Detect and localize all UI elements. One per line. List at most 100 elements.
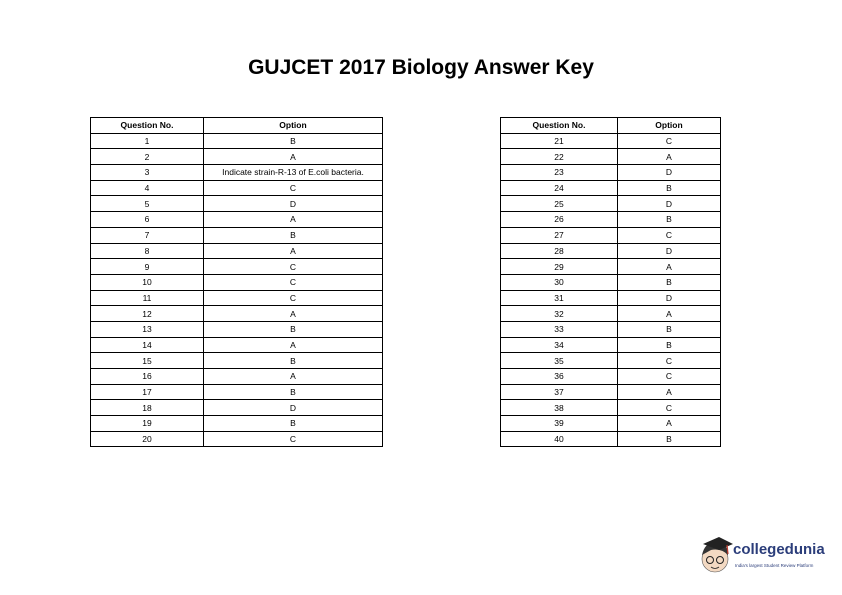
table-row: 39 A [500,415,721,432]
answer-key-table-right: Question No. Option 21 C 22 A 23 D 24 B 25 D 26 B 27… [500,117,721,448]
answer-option: C [617,132,721,150]
question-number: 27 [500,226,618,244]
answer-option: C [203,430,383,448]
question-number: 30 [500,273,618,291]
table-row: 18 D [90,399,383,417]
question-number: 5 [90,195,204,213]
table-row: 32 A [500,305,721,322]
answer-option: C [203,179,383,197]
question-number: 23 [500,164,618,181]
header-row: Question No. Option [90,117,383,134]
answer-option: B [617,179,721,197]
question-number: 36 [500,368,618,385]
question-number: 37 [500,383,618,401]
table-row: 30 B [500,273,721,291]
answer-option: B [617,320,721,338]
table-row: 26 B [500,211,721,228]
answer-option: B [617,336,721,354]
question-number: 16 [90,368,204,385]
question-number: 22 [500,148,618,166]
table-row: 12 A [90,305,383,322]
table-row: 35 C [500,352,721,369]
table-row: 28 D [500,242,721,260]
question-number: 33 [500,320,618,338]
question-number: 34 [500,336,618,354]
question-number: 8 [90,242,204,260]
question-number: 18 [90,399,204,417]
answer-option: Indicate strain-R-13 of E.coli bacteria. [203,164,383,181]
table-row: 40 B [500,430,721,448]
brand-name: collegedunia [733,541,825,558]
option-header: Option [203,117,383,134]
question-number: 32 [500,305,618,322]
question-number: 24 [500,179,618,197]
question-number: 10 [90,273,204,291]
answer-option: A [203,211,383,228]
answer-option: D [203,195,383,213]
question-number: 9 [90,258,204,275]
table-row: 19 B [90,415,383,432]
answer-option: A [617,383,721,401]
question-header: Question No. [90,117,204,134]
table-row: 33 B [500,320,721,338]
answer-option: C [617,226,721,244]
question-number: 19 [90,415,204,432]
question-number: 26 [500,211,618,228]
answer-option: A [617,415,721,432]
question-number: 2 [90,148,204,166]
question-number: 39 [500,415,618,432]
question-number: 6 [90,211,204,228]
option-header: Option [617,117,721,134]
question-number: 12 [90,305,204,322]
question-number: 28 [500,242,618,260]
answer-option: C [203,273,383,291]
table-row: 16 A [90,368,383,385]
answer-option: B [203,415,383,432]
question-number: 14 [90,336,204,354]
answer-option: D [617,242,721,260]
answer-option: C [203,289,383,307]
question-number: 13 [90,320,204,338]
answer-option: B [203,352,383,369]
mascot-icon [701,537,733,573]
question-number: 38 [500,399,618,417]
table-row: 38 C [500,399,721,417]
table-row: 21 C [500,132,721,150]
table-row: 24 B [500,179,721,197]
brand-tagline: India's largest Student Review Platform [735,563,814,568]
table-row: 14 A [90,336,383,354]
table-row: 10 C [90,273,383,291]
table-row: 23 D [500,164,721,181]
answer-key-table-left: Question No. Option 1 B 2 A 3 Indicate strain… [90,117,383,448]
answer-option: B [617,273,721,291]
answer-option: D [617,289,721,307]
answer-option: A [617,148,721,166]
question-number: 29 [500,258,618,275]
answer-option: D [617,164,721,181]
question-number: 1 [90,132,204,150]
table-row: 37 A [500,383,721,401]
answer-option: A [203,336,383,354]
question-number: 4 [90,179,204,197]
table-row: 34 B [500,336,721,354]
table-row: 27 C [500,226,721,244]
question-number: 31 [500,289,618,307]
table-row: 3 Indicate strain-R-13 of E.coli bacteria… [90,164,383,181]
question-number: 17 [90,383,204,401]
answer-option: C [617,352,721,369]
table-row: 15 B [90,352,383,369]
question-number: 3 [90,164,204,181]
table-row: 17 B [90,383,383,401]
table-row: 36 C [500,368,721,385]
answer-option: C [617,399,721,417]
question-number: 21 [500,132,618,150]
question-header: Question No. [500,117,618,134]
table-row: 29 A [500,258,721,275]
answer-option: B [203,226,383,244]
table-row: 13 B [90,320,383,338]
answer-option: A [203,148,383,166]
answer-option: A [617,305,721,322]
